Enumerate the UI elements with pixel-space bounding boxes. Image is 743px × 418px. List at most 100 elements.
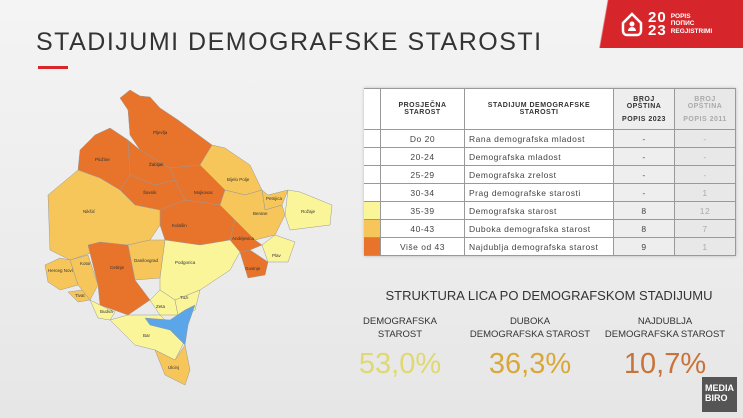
age-cell: 20-24 <box>380 147 465 166</box>
map-label: Podgorica <box>175 260 196 265</box>
map-label: Kolašin <box>172 223 187 228</box>
color-swatch <box>364 165 381 184</box>
color-swatch <box>364 147 381 166</box>
region-gusinje <box>239 249 269 279</box>
structure-percentage: 36,3% <box>488 348 572 380</box>
title-underline <box>38 66 68 69</box>
label-line: DEMOGRAFSKA STAROST <box>604 329 726 340</box>
age-cell: 40-43 <box>380 219 465 238</box>
stage-cell: Najdublja demografska starost <box>464 237 614 256</box>
stage-cell: Rana demografska mladost <box>464 129 614 148</box>
color-swatch <box>364 219 381 238</box>
header-year: POPIS 2011 <box>683 115 727 123</box>
structure-percentage: 53,0% <box>358 348 442 380</box>
count-2023-cell: 8 <box>613 219 675 238</box>
media-biro-watermark: MEDIA BIRO <box>702 377 737 412</box>
region-herceg-novi <box>44 257 79 291</box>
map-label: Zeta <box>156 304 166 309</box>
map-label: Herceg Novi <box>48 268 73 273</box>
table-row: 35-39 Demografska starost 8 12 <box>364 201 736 220</box>
map-label: Nikšić <box>83 209 96 214</box>
age-cell: Više od 43 <box>380 237 465 256</box>
age-cell: 35-39 <box>380 201 465 220</box>
structure-percentage: 10,7% <box>623 348 707 380</box>
map-label: Tivat <box>75 293 85 298</box>
count-2011-cell: - <box>674 129 736 148</box>
color-swatch <box>364 129 381 148</box>
logo-line: POPIS <box>670 12 691 20</box>
region-niksic <box>47 169 161 261</box>
region-plav <box>261 234 296 263</box>
map-label: Šavnik <box>143 189 157 195</box>
map-label: Ulcinj <box>168 365 179 370</box>
map-label: Gusinje <box>245 266 261 271</box>
stage-cell: Duboka demografska starost <box>464 219 614 238</box>
count-2011-cell: 1 <box>674 237 736 256</box>
count-2023-cell: - <box>613 165 675 184</box>
logo-line: ПОПИС <box>670 20 695 28</box>
map-label: Budva <box>100 309 113 314</box>
count-2011-cell: - <box>674 165 736 184</box>
header-count-2011: BROJ OPŠTINA POPIS 2011 <box>674 88 736 130</box>
logo-year-top: 20 <box>648 9 667 26</box>
label-line: STAROST <box>377 329 423 340</box>
count-2023-cell: - <box>613 183 675 202</box>
table-row: Više od 43 Najdublja demografska starost… <box>364 237 736 256</box>
color-swatch <box>364 237 381 256</box>
structure-label: DEMOGRAFSKA STAROST <box>335 315 465 341</box>
count-2023-cell: - <box>613 147 675 166</box>
swatch-header <box>364 88 381 130</box>
table-row: 30-34 Prag demografske starosti - 1 <box>364 183 736 202</box>
color-swatch <box>364 183 381 202</box>
map-label: Danilovgrad <box>134 258 159 263</box>
stage-cell: Prag demografske starosti <box>464 183 614 202</box>
watermark-line: MEDIA <box>705 383 734 393</box>
label-line: DEMOGRAFSKA STAROST <box>469 329 591 340</box>
page-title: STADIJUMI DEMOGRAFSKE STAROSTI <box>36 28 543 56</box>
map-label: Pljevlja <box>153 130 168 135</box>
count-2011-cell: 7 <box>674 219 736 238</box>
map-label: Žabljak <box>149 160 164 167</box>
stage-cell: Demografska mladost <box>464 147 614 166</box>
lake-skadar <box>144 304 196 346</box>
label-line: DEMOGRAFSKA <box>363 316 437 327</box>
header-year: POPIS 2023 <box>622 115 666 123</box>
header-age: PROSJEČNA STAROST <box>380 88 465 130</box>
map-label: Tuzi <box>180 295 188 300</box>
table-row: 40-43 Duboka demografska starost 8 7 <box>364 219 736 238</box>
map-label: Mojkovac <box>194 190 214 195</box>
popis-logo: 20 23 POPIS ПОПИС REGJISTRIMI <box>598 0 743 48</box>
map-label: Bijelo Polje <box>227 177 250 182</box>
label-line: NAJDUBLJA <box>637 316 693 327</box>
map-label: Plav <box>272 253 282 258</box>
region-ulcinj <box>154 344 191 386</box>
count-2023-cell: 8 <box>613 201 675 220</box>
map-label: Kotor <box>80 261 91 266</box>
header-count-label: BROJ OPŠTINA <box>626 95 662 110</box>
count-2023-cell: 9 <box>613 237 675 256</box>
logo-line: REGJISTRIMI <box>670 27 713 35</box>
count-2011-cell: 12 <box>674 201 736 220</box>
age-cell: Do 20 <box>380 129 465 148</box>
header-stage: STADIJUM DEMOGRAFSKE STAROSTI <box>464 88 614 130</box>
table-row: Do 20 Rana demografska mladost - - <box>364 129 736 148</box>
map-label: Cetinje <box>110 265 125 270</box>
watermark-line: BIRO <box>705 393 728 403</box>
age-cell: 30-34 <box>380 183 465 202</box>
stage-cell: Demografska zrelost <box>464 165 614 184</box>
count-2011-cell: - <box>674 147 736 166</box>
stage-cell: Demografska starost <box>464 201 614 220</box>
count-2011-cell: 1 <box>674 183 736 202</box>
map-label: Berane <box>253 211 268 216</box>
age-cell: 25-29 <box>380 165 465 184</box>
logo-year-bottom: 23 <box>648 22 667 39</box>
region-budva <box>89 299 116 321</box>
header-count-label: BROJ OPŠTINA <box>687 95 723 110</box>
table-row: 25-29 Demografska zrelost - - <box>364 165 736 184</box>
map-label: Andrijevica <box>232 236 255 241</box>
label-line: DUBOKA <box>509 316 551 327</box>
structure-title: STRUKTURA LICA PO DEMOGRAFSKOM STADIJUMU <box>385 288 713 303</box>
header-count-2023: BROJ OPŠTINA POPIS 2023 <box>613 88 675 130</box>
color-swatch <box>364 201 381 220</box>
